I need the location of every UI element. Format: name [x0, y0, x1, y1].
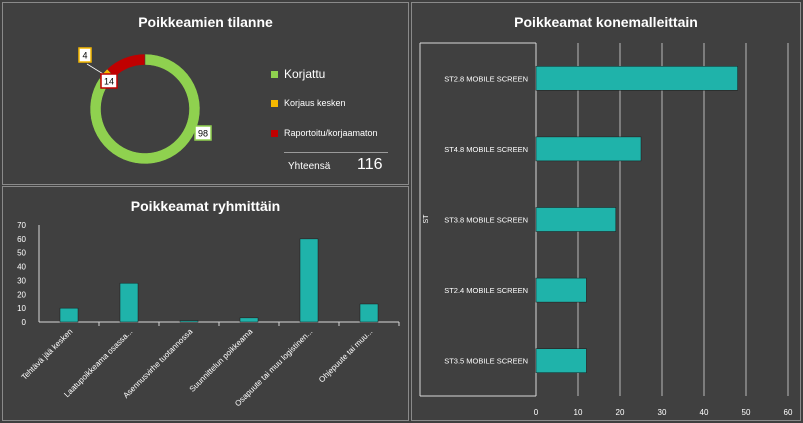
- legend-swatch-red: [271, 129, 278, 137]
- x-tick-label-suunnittelun-poikkeama: Suunnittelun poikkeama: [188, 327, 255, 394]
- legend-swatch-yellow: [271, 99, 278, 107]
- x-tick-label-ohjepuute-tai-muu: Ohjepuute tai muu...: [317, 327, 374, 384]
- donut-label-box-korjattu: [194, 125, 212, 141]
- total-value: 116: [357, 156, 383, 173]
- bar-teht-v-j-kesken: [59, 307, 79, 323]
- bar-st2-4-mobile-screen: [535, 277, 587, 303]
- legend-item-korjattu: Korjattu: [271, 67, 325, 81]
- y-tick-label-10: 10: [17, 304, 26, 313]
- x-tick-label-teht-v-j-kesken: Tehtävä jää kesken: [20, 327, 75, 382]
- x-tick-label-40: 40: [700, 408, 709, 417]
- group-axis-label: ST: [423, 214, 430, 224]
- x-tick-label-0: 0: [534, 408, 539, 417]
- donut-label-box-korjaus-kesken: [78, 47, 92, 63]
- x-tick-label-60: 60: [784, 408, 793, 417]
- bar-suunnittelun-poikkeama: [239, 317, 259, 323]
- legend-swatch-green: [271, 70, 278, 78]
- y-tick-label-st4-8-mobile-screen: ST4.8 MOBILE SCREEN: [444, 145, 528, 154]
- donut-chart: 98 4 14: [78, 47, 212, 165]
- legend-item-korjaus-kesken: Korjaus kesken: [271, 98, 346, 108]
- y-tick-label-20: 20: [17, 290, 26, 299]
- donut-panel: Poikkeamien tilanne 98 4 14 Korjattu Korja…: [2, 2, 409, 185]
- y-tick-label-40: 40: [17, 263, 26, 272]
- y-tick-label-0: 0: [22, 318, 27, 327]
- bar-asennusvirhe-tuotannossa: [179, 320, 199, 323]
- y-tick-label-30: 30: [17, 276, 26, 285]
- model-bar-title: Poikkeamat konemalleittain: [514, 14, 698, 30]
- y-tick-label-st3-5-mobile-screen: ST3.5 MOBILE SCREEN: [444, 357, 528, 366]
- x-tick-label-30: 30: [658, 408, 667, 417]
- y-tick-label-st2-4-mobile-screen: ST2.4 MOBILE SCREEN: [444, 286, 528, 295]
- donut-data-label-korjattu: 98: [198, 129, 208, 139]
- bar-ohjepuute-tai-muu: [359, 303, 379, 323]
- bar-osapuute-tai-muu-logistinen: [299, 238, 319, 323]
- total-divider: [284, 152, 388, 153]
- legend-label-raportoitu: Raportoitu/korjaamaton: [284, 128, 378, 138]
- group-bar-title: Poikkeamat ryhmittäin: [130, 198, 281, 214]
- y-tick-label-st2-8-mobile-screen: ST2.8 MOBILE SCREEN: [444, 74, 528, 83]
- donut-data-label-korjaus-kesken: 4: [82, 51, 87, 61]
- legend-item-raportoitu: Raportoitu/korjaamaton: [271, 128, 378, 138]
- y-tick-label-50: 50: [17, 249, 26, 258]
- bar-st2-8-mobile-screen: [535, 66, 738, 91]
- y-tick-label-st3-8-mobile-screen: ST3.8 MOBILE SCREEN: [444, 216, 528, 225]
- x-tick-label-50: 50: [742, 408, 751, 417]
- bar-laatupoikkeama-osassa: [119, 282, 139, 323]
- group-bar-panel: Poikkeamat ryhmittäin 70 60 50 40 30 20 10 0 Teh…: [2, 186, 409, 421]
- donut-data-label-raportoitu-korjaamaton: 14: [104, 77, 114, 87]
- bar-st3-8-mobile-screen: [535, 207, 617, 232]
- x-tick-label-20: 20: [616, 408, 625, 417]
- model-bar-chart: 0 10 20 30 40 50 60 ST ST2.8 MOBILE SCREEN ST4.8 …: [419, 42, 793, 417]
- legend-label-korjaus-kesken: Korjaus kesken: [284, 98, 346, 108]
- bar-st4-8-mobile-screen: [535, 136, 642, 162]
- x-tick-label-10: 10: [574, 408, 583, 417]
- x-tick-label-asennusvirhe-tuotannossa: Asennusvirhe tuotannossa: [121, 327, 194, 400]
- model-bar-panel: Poikkeamat konemalleittain 0 10 20 30 40 50 60…: [411, 2, 801, 421]
- legend-label-korjattu: Korjattu: [284, 67, 326, 81]
- bar-st3-5-mobile-screen: [535, 348, 587, 373]
- donut-title: Poikkeamien tilanne: [138, 14, 273, 30]
- donut-slice-korjattu: [89, 53, 201, 165]
- donut-label-box-raportoitu-korjaamaton: [100, 73, 118, 89]
- y-tick-label-70: 70: [17, 221, 26, 230]
- y-tick-label-60: 60: [17, 235, 26, 244]
- x-tick-label-laatupoikkeama-osassa: Laatupoikkeama osassa...: [62, 327, 134, 399]
- total-label: Yhteensä: [288, 161, 331, 172]
